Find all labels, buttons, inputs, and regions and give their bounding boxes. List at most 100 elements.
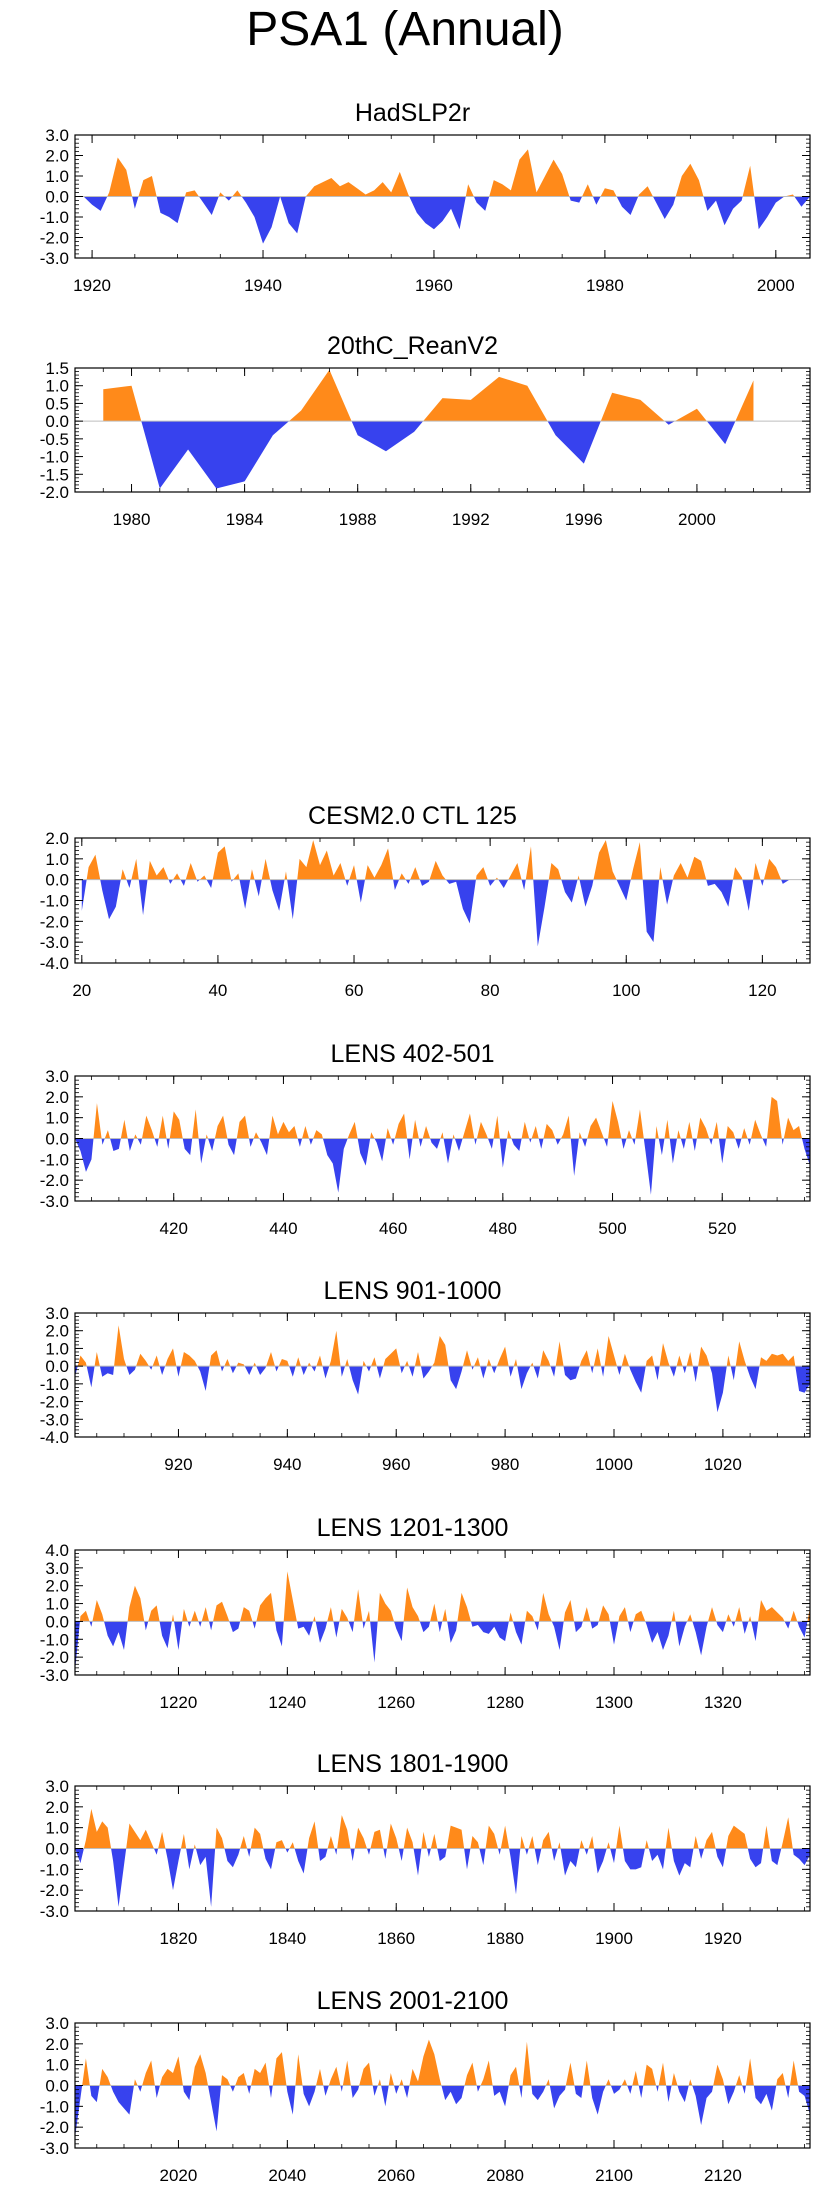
negative-area-series [81,879,797,947]
x-tick-label: 2120 [704,2166,742,2185]
y-tick-label: 1.0 [45,167,69,186]
y-tick-label: -1.0 [40,892,69,911]
chart-title: HadSLP2r [355,99,470,127]
positive-area-series [75,1571,810,1622]
y-tick-label: -1.0 [40,1375,69,1394]
x-tick-label: 520 [708,1219,736,1238]
chart-panel-3: CESM2.0 CTL 125 2.0 1.0 0.0 -1.0-2.0 -3.0 -4.0… [40,802,811,1000]
y-tick-label: -0.5 [40,430,69,449]
chart-title: 20thC_ReanV2 [327,332,498,360]
y-tick-label: -3.0 [40,933,69,952]
y-tick-label: -2.0 [40,2118,69,2137]
negative-area-series [75,1621,810,1672]
y-tick-label: -3.0 [40,2139,69,2158]
chart-title: LENS 2001-2100 [317,1987,509,2015]
positive-area-series [103,369,754,422]
y-tick-label: -1.0 [40,1150,69,1169]
y-tick-label: -4.0 [40,1428,69,1447]
y-tick-label: 0.0 [45,1840,69,1859]
x-tick-label: 1980 [113,510,151,529]
negative-area-series [75,2085,810,2138]
plot-frame [74,1549,811,1676]
y-tick-label: 0.0 [45,1130,69,1149]
y-tick-label: 1.0 [45,1595,69,1614]
y-tick-label: 2.0 [45,1088,69,1107]
y-tick-label: -1.0 [40,1630,69,1649]
negative-area-series [75,1848,810,1907]
y-tick-label: 2.0 [45,147,69,166]
y-tick-label: -2.0 [40,483,69,502]
y-tick-label: 1.5 [45,359,69,378]
x-tick-label: 1260 [377,1693,415,1712]
chart-panel-8: LENS 2001-2100 3.0 2.0 1.0 0.0-1.0 -2.0 -3.0 20… [40,1987,811,2185]
x-tick-label: 1960 [415,276,453,295]
plot-area [75,1096,810,1195]
x-tick-label: 1992 [452,510,490,529]
y-tick-label: 0.0 [45,412,69,431]
y-tick-label: 3.0 [45,1304,69,1323]
x-tick-label: 1000 [595,1455,633,1474]
y-tick-label: -3.0 [40,1410,69,1429]
x-tick-label: 1984 [226,510,264,529]
x-tick-label: 960 [382,1455,410,1474]
plot-area [75,1571,810,1672]
y-tick-label: 3.0 [45,1559,69,1578]
chart-panel-4: LENS 402-501 3.0 2.0 1.0 0.0-1.0 -2.0 -3.0 420 4… [40,1040,811,1238]
positive-area-series [75,1325,810,1367]
figure-title: PSA1 (Annual) [246,3,564,56]
y-tick-label: -1.5 [40,465,69,484]
negative-area-series [103,421,754,489]
y-tick-label: -2.0 [40,229,69,248]
x-tick-label: 460 [379,1219,407,1238]
y-tick-label: 0.0 [45,1612,69,1631]
x-tick-label: 40 [208,981,227,1000]
x-tick-label: 1020 [704,1455,742,1474]
chart-title: LENS 402-501 [330,1040,494,1068]
x-tick-label: 1820 [160,1929,198,1948]
x-tick-label: 1280 [486,1693,524,1712]
x-tick-label: 1900 [595,1929,633,1948]
y-tick-label: 0.0 [45,1357,69,1376]
y-tick-label: 0.0 [45,188,69,207]
x-tick-label: 1988 [339,510,377,529]
positive-area-series [75,2039,810,2086]
x-tick-label: 2040 [268,2166,306,2185]
y-tick-label: 1.0 [45,2056,69,2075]
y-tick-label: -2.0 [40,1393,69,1412]
x-tick-label: 1920 [73,276,111,295]
plot-frame [74,837,811,964]
y-tick-label: 3.0 [45,1067,69,1086]
y-tick-label: -1.0 [40,448,69,467]
positive-area-series [75,1096,810,1139]
y-tick-label: 1.0 [45,1109,69,1128]
y-tick-label: -1.0 [40,2097,69,2116]
y-tick-label: -3.0 [40,1902,69,1921]
x-tick-label: 2000 [678,510,716,529]
plot-area [75,1325,810,1413]
plot-area [75,1808,810,1907]
positive-area-series [81,840,797,880]
positive-area-series [75,1808,810,1849]
x-tick-label: 480 [489,1219,517,1238]
x-tick-label: 420 [160,1219,188,1238]
x-tick-label: 2000 [757,276,795,295]
x-tick-label: 100 [612,981,640,1000]
x-tick-label: 1996 [565,510,603,529]
chart-title: LENS 1201-1300 [317,1514,509,1542]
plot-frame [74,1312,811,1438]
x-tick-label: 2020 [160,2166,198,2185]
y-tick-label: -1.0 [40,1860,69,1879]
x-tick-label: 1240 [268,1693,306,1712]
y-tick-label: 2.0 [45,1322,69,1341]
chart-panel-7: LENS 1801-1900 3.0 2.0 1.0 0.0-1.0 -2.0 -3.0 18… [40,1750,811,1948]
y-tick-label: 1.0 [45,1339,69,1358]
x-tick-label: 1840 [268,1929,306,1948]
plot-area [75,149,810,244]
x-tick-label: 440 [269,1219,297,1238]
y-tick-label: 3.0 [45,126,69,145]
y-tick-label: 3.0 [45,2014,69,2033]
chart-panel-2: 20thC_ReanV2 1.51.00.50.0-0.5-1.0-1.5-2.0… [40,332,811,529]
x-tick-label: 60 [345,981,364,1000]
y-tick-label: -2.0 [40,1171,69,1190]
